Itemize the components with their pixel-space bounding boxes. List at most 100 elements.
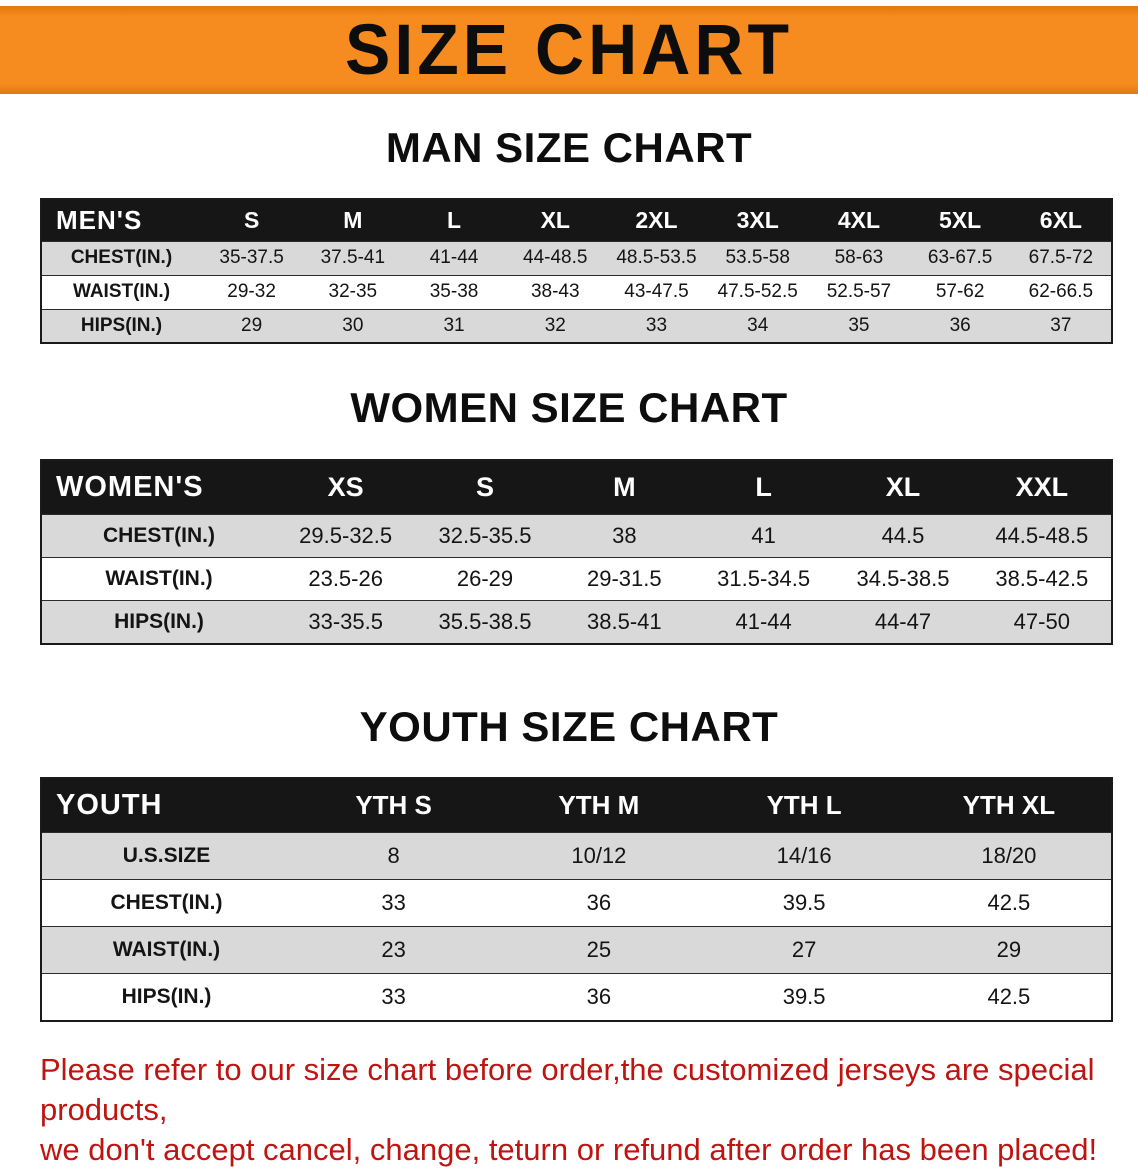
- table-header-row: WOMEN'S XS S M L XL XXL: [41, 459, 1112, 515]
- size-column-header: M: [302, 199, 404, 242]
- row-label: HIPS(IN.): [41, 600, 276, 644]
- youth-size-section: YOUTH SIZE CHART YOUTH YTH S YTH M YTH L YTH…: [0, 703, 1138, 1022]
- row-label: CHEST(IN.): [41, 879, 291, 927]
- size-value-cell: 29-31.5: [554, 557, 694, 601]
- size-value-cell: 26-29: [415, 557, 555, 601]
- size-value-cell: 39.5: [701, 879, 907, 927]
- size-value-cell: 38.5-42.5: [972, 557, 1112, 601]
- size-value-cell: 35-37.5: [201, 240, 303, 276]
- size-column-header: XL: [833, 459, 973, 515]
- size-value-cell: 33: [605, 308, 708, 344]
- size-value-cell: 39.5: [701, 973, 907, 1021]
- size-column-header: YTH L: [701, 777, 907, 833]
- size-value-cell: 10/12: [496, 832, 702, 880]
- footer-line-1: Please refer to our size chart before or…: [40, 1051, 1095, 1127]
- size-value-cell: 38-43: [504, 274, 606, 310]
- size-value-cell: 57-62: [909, 274, 1011, 310]
- table-row: CHEST(IN.) 29.5-32.5 32.5-35.5 38 41 44.5 44.5…: [41, 514, 1112, 558]
- row-label: WAIST(IN.): [41, 274, 201, 310]
- row-label: WAIST(IN.): [41, 557, 276, 601]
- table-header-label: MEN'S: [41, 199, 201, 242]
- size-value-cell: 43-47.5: [605, 274, 708, 310]
- size-column-header: 5XL: [909, 199, 1011, 242]
- youth-size-table: YOUTH YTH S YTH M YTH L YTH XL U.S.SIZE 8 10/12…: [40, 776, 1113, 1022]
- row-label: U.S.SIZE: [41, 832, 291, 880]
- women-size-table: WOMEN'S XS S M L XL XXL CHEST(IN.) 29.5-32.5 32.5…: [40, 458, 1113, 645]
- size-value-cell: 33-35.5: [276, 600, 416, 644]
- size-value-cell: 58-63: [808, 240, 910, 276]
- size-column-header: S: [201, 199, 303, 242]
- size-value-cell: 14/16: [701, 832, 907, 880]
- row-label: WAIST(IN.): [41, 926, 291, 974]
- size-value-cell: 44.5-48.5: [972, 514, 1112, 558]
- size-chart-page: SIZE CHART MAN SIZE CHART MEN'S S M L XL 2XL 3…: [0, 6, 1138, 1167]
- size-value-cell: 32: [504, 308, 606, 344]
- size-value-cell: 48.5-53.5: [605, 240, 708, 276]
- table-row: CHEST(IN.) 33 36 39.5 42.5: [41, 879, 1112, 927]
- size-value-cell: 47.5-52.5: [707, 274, 809, 310]
- size-column-header: 2XL: [605, 199, 708, 242]
- size-value-cell: 32.5-35.5: [415, 514, 555, 558]
- size-value-cell: 35: [808, 308, 910, 344]
- size-value-cell: 31.5-34.5: [693, 557, 834, 601]
- size-column-header: L: [403, 199, 505, 242]
- size-value-cell: 41: [693, 514, 834, 558]
- table-row: WAIST(IN.) 23 25 27 29: [41, 926, 1112, 974]
- size-value-cell: 33: [291, 973, 497, 1021]
- size-value-cell: 25: [496, 926, 702, 974]
- table-header-row: MEN'S S M L XL 2XL 3XL 4XL 5XL 6XL: [41, 199, 1112, 242]
- size-column-header: XL: [504, 199, 606, 242]
- size-column-header: 6XL: [1010, 199, 1112, 242]
- size-column-header: YTH XL: [906, 777, 1112, 833]
- size-value-cell: 33: [291, 879, 497, 927]
- size-value-cell: 62-66.5: [1010, 274, 1112, 310]
- size-value-cell: 44-48.5: [504, 240, 606, 276]
- size-column-header: S: [415, 459, 555, 515]
- table-row: U.S.SIZE 8 10/12 14/16 18/20: [41, 832, 1112, 880]
- size-value-cell: 41-44: [693, 600, 834, 644]
- table-row: CHEST(IN.) 35-37.5 37.5-41 41-44 44-48.5 48.5…: [41, 240, 1112, 276]
- youth-section-heading: YOUTH SIZE CHART: [359, 702, 779, 750]
- men-size-table: MEN'S S M L XL 2XL 3XL 4XL 5XL 6XL CHEST(IN.) 35-37…: [40, 198, 1113, 345]
- size-value-cell: 37.5-41: [302, 240, 404, 276]
- size-value-cell: 29: [201, 308, 303, 344]
- size-column-header: 4XL: [808, 199, 910, 242]
- size-value-cell: 44-47: [833, 600, 973, 644]
- size-value-cell: 8: [291, 832, 497, 880]
- size-value-cell: 23.5-26: [276, 557, 416, 601]
- table-row: HIPS(IN.) 33-35.5 35.5-38.5 38.5-41 41-44 44-…: [41, 600, 1112, 644]
- size-value-cell: 29.5-32.5: [276, 514, 416, 558]
- size-value-cell: 30: [302, 308, 404, 344]
- table-header-label: WOMEN'S: [41, 459, 276, 515]
- size-value-cell: 36: [496, 879, 702, 927]
- size-value-cell: 42.5: [906, 879, 1112, 927]
- size-value-cell: 34.5-38.5: [833, 557, 973, 601]
- size-value-cell: 23: [291, 926, 497, 974]
- size-value-cell: 44.5: [833, 514, 973, 558]
- row-label: CHEST(IN.): [41, 240, 201, 276]
- size-value-cell: 36: [909, 308, 1011, 344]
- size-column-header: YTH S: [291, 777, 497, 833]
- men-section-heading: MAN SIZE CHART: [385, 124, 753, 171]
- size-column-header: 3XL: [707, 199, 809, 242]
- row-label: HIPS(IN.): [41, 308, 201, 344]
- size-value-cell: 37: [1010, 308, 1112, 344]
- size-value-cell: 63-67.5: [909, 240, 1011, 276]
- women-section-heading: WOMEN SIZE CHART: [350, 384, 788, 432]
- women-size-section: WOMEN SIZE CHART WOMEN'S XS S M L XL XXL CHEST(…: [0, 384, 1138, 645]
- size-value-cell: 47-50: [972, 600, 1112, 644]
- size-column-header: XXL: [972, 459, 1112, 515]
- size-column-header: YTH M: [496, 777, 702, 833]
- table-row: HIPS(IN.) 33 36 39.5 42.5: [41, 973, 1112, 1021]
- size-value-cell: 35-38: [403, 274, 505, 310]
- size-value-cell: 18/20: [906, 832, 1112, 880]
- page-title: SIZE CHART: [345, 10, 793, 90]
- size-value-cell: 67.5-72: [1010, 240, 1112, 276]
- men-size-section: MAN SIZE CHART MEN'S S M L XL 2XL 3XL 4XL 5XL 6XL…: [0, 124, 1138, 345]
- table-row: WAIST(IN.) 23.5-26 26-29 29-31.5 31.5-34.5 34…: [41, 557, 1112, 601]
- size-value-cell: 42.5: [906, 973, 1112, 1021]
- table-row: WAIST(IN.) 29-32 32-35 35-38 38-43 43-47.5 47.…: [41, 274, 1112, 310]
- size-value-cell: 34: [707, 308, 809, 344]
- row-label: CHEST(IN.): [41, 514, 276, 558]
- row-label: HIPS(IN.): [41, 973, 291, 1021]
